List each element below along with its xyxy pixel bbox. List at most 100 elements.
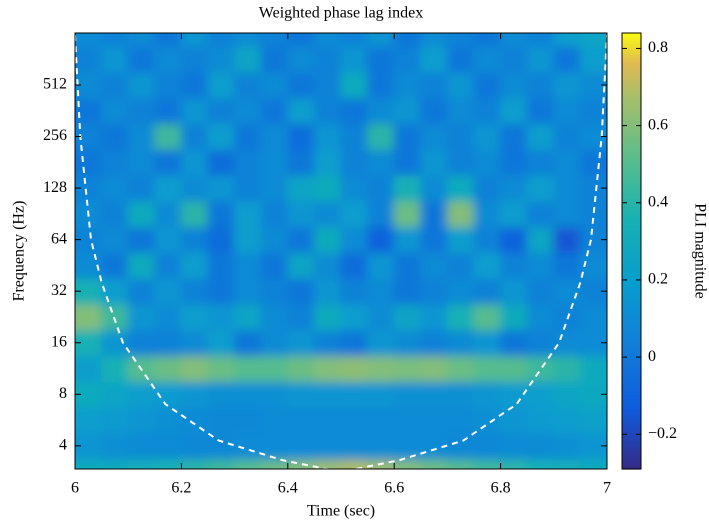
- colorbar-swatch: [622, 113, 641, 116]
- heat-cell: [313, 380, 342, 408]
- colorbar: [622, 33, 641, 470]
- colorbar-swatch: [622, 71, 641, 74]
- heat-cell: [75, 303, 103, 331]
- colorbar-swatch: [622, 275, 641, 278]
- colorbar-swatch: [622, 289, 641, 292]
- colorbar-swatch: [622, 185, 641, 188]
- heat-cell: [579, 33, 607, 47]
- y-tick-label: 32: [51, 282, 67, 299]
- heat-cell: [579, 45, 607, 73]
- heat-cell: [473, 432, 502, 460]
- heat-cell: [446, 277, 475, 305]
- heat-cell: [393, 226, 422, 253]
- colorbar-swatch: [622, 119, 641, 122]
- heat-cell: [234, 303, 262, 331]
- heat-cell: [526, 406, 555, 434]
- heat-cell: [526, 329, 555, 357]
- colorbar-swatch: [622, 109, 641, 112]
- heat-cell: [234, 123, 262, 150]
- heat-cell: [287, 355, 315, 382]
- heat-cell: [420, 458, 448, 469]
- heat-cell: [154, 458, 182, 469]
- colorbar-swatch: [622, 467, 641, 470]
- colorbar-swatch: [622, 297, 641, 300]
- heat-cell: [154, 277, 182, 305]
- heat-cell: [420, 200, 448, 228]
- x-tick-label: 7: [603, 480, 611, 497]
- heat-cell: [367, 329, 395, 357]
- colorbar-tick-label: 0: [648, 348, 656, 365]
- colorbar-swatch: [622, 195, 641, 198]
- colorbar-swatch: [622, 393, 641, 396]
- colorbar-swatch: [622, 313, 641, 316]
- colorbar-swatch: [622, 77, 641, 80]
- heat-cell: [526, 432, 555, 460]
- heat-cell: [526, 355, 555, 382]
- heat-cell: [101, 406, 129, 434]
- heat-cell: [260, 380, 289, 408]
- chart-title: Weighted phase lag index: [259, 5, 423, 22]
- colorbar-swatch: [622, 447, 641, 450]
- heat-cell: [420, 355, 448, 382]
- heat-cell: [287, 97, 315, 125]
- heat-cell: [340, 406, 369, 434]
- colorbar-swatch: [622, 107, 641, 110]
- heat-cell: [260, 458, 289, 469]
- heat-cell: [393, 33, 422, 47]
- heat-cell: [446, 432, 475, 460]
- heat-cell: [260, 329, 289, 357]
- heat-cell: [367, 380, 395, 408]
- heat-cell: [287, 226, 315, 253]
- colorbar-swatch: [622, 339, 641, 342]
- heat-cell: [287, 200, 315, 228]
- colorbar-label: PLI magnitude: [691, 203, 708, 299]
- heat-cell: [234, 406, 262, 434]
- colorbar-swatch: [622, 453, 641, 456]
- heat-cell: [553, 45, 581, 73]
- heat-cell: [526, 277, 555, 305]
- heat-cell: [420, 174, 448, 202]
- heat-cell: [446, 123, 475, 150]
- colorbar-swatch: [622, 351, 641, 354]
- colorbar-swatch: [622, 111, 641, 114]
- heat-cell: [260, 123, 289, 150]
- heat-cell: [367, 432, 395, 460]
- colorbar-swatch: [622, 235, 641, 238]
- heat-cell: [234, 329, 262, 357]
- heat-cell: [154, 33, 182, 47]
- heat-cell: [579, 432, 607, 460]
- heat-cell: [207, 45, 236, 73]
- heat-cell: [75, 148, 103, 176]
- colorbar-swatch: [622, 335, 641, 338]
- colorbar-swatch: [622, 149, 641, 152]
- colorbar-swatch: [622, 431, 641, 434]
- colorbar-swatch: [622, 249, 641, 252]
- colorbar-swatch: [622, 363, 641, 366]
- heat-cell: [553, 380, 581, 408]
- colorbar-swatch: [622, 215, 641, 218]
- colorbar-swatch: [622, 125, 641, 128]
- colorbar-swatch: [622, 121, 641, 124]
- colorbar-swatch: [622, 131, 641, 134]
- colorbar-swatch: [622, 219, 641, 222]
- heat-cell: [287, 251, 315, 279]
- heat-cell: [526, 380, 555, 408]
- heat-cell: [260, 432, 289, 460]
- heat-cell: [127, 380, 156, 408]
- heat-cell: [420, 97, 448, 125]
- heat-cell: [287, 406, 315, 434]
- heat-cell: [287, 458, 315, 469]
- colorbar-swatch: [622, 409, 641, 412]
- heat-cell: [579, 406, 607, 434]
- colorbar-swatch: [622, 463, 641, 466]
- colorbar-swatch: [622, 443, 641, 446]
- heat-cell: [101, 355, 129, 382]
- colorbar-swatch: [622, 461, 641, 464]
- y-tick-label: 16: [51, 333, 67, 350]
- colorbar-swatch: [622, 91, 641, 94]
- heat-cell: [579, 148, 607, 176]
- colorbar-swatch: [622, 257, 641, 260]
- y-tick-label: 8: [59, 385, 67, 402]
- heat-cell: [420, 123, 448, 150]
- heat-cell: [287, 277, 315, 305]
